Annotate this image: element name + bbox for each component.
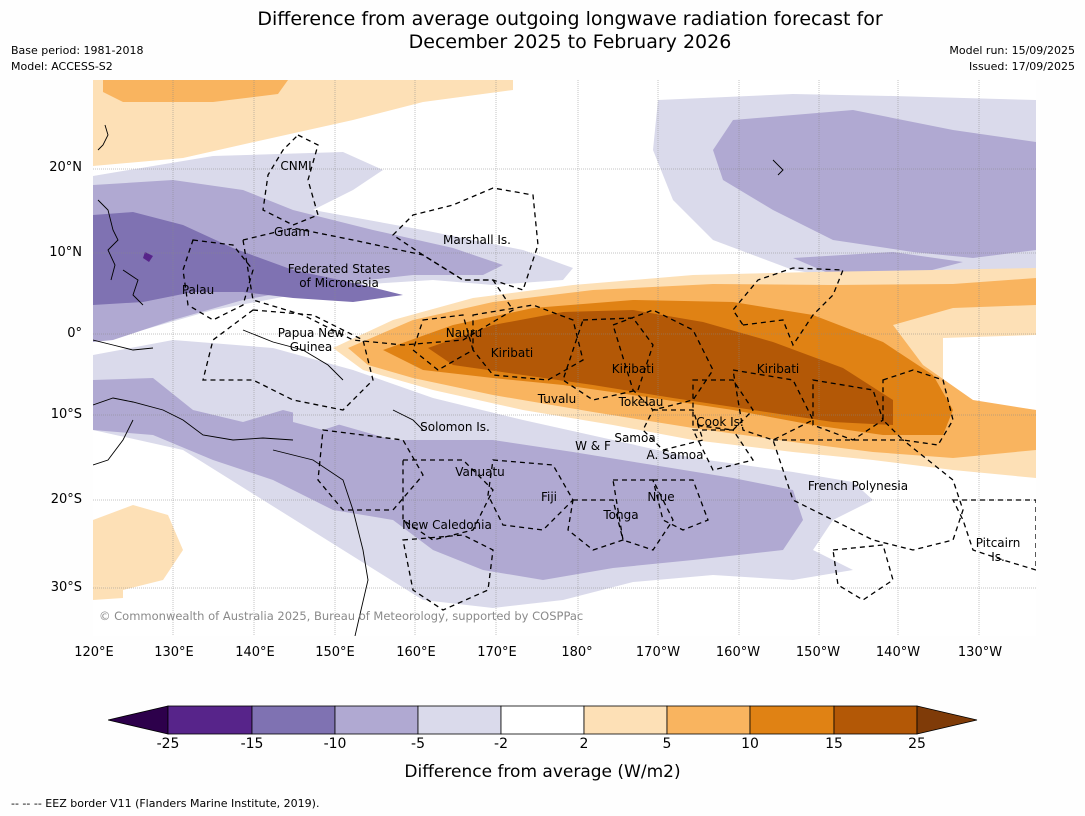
place-frpoly: French Polynesia bbox=[807, 479, 909, 493]
place-kiribati-central: Kiribati bbox=[611, 362, 655, 376]
colorbar-over-extension bbox=[916, 705, 978, 735]
lat-label-30s: 30°S bbox=[50, 580, 82, 595]
colorbar-tick-9: 15 bbox=[825, 736, 843, 752]
colorbar-bin-2 bbox=[251, 705, 336, 735]
lon-label-140w: 140°W bbox=[875, 645, 921, 660]
colorbar-bin-3 bbox=[334, 705, 419, 735]
place-niue: Niue bbox=[647, 490, 675, 504]
lon-label-170w: 170°W bbox=[635, 645, 681, 660]
anomaly-region-light-purple-northeast bbox=[713, 110, 1036, 258]
title-line-2: December 2025 to February 2026 bbox=[408, 31, 732, 53]
place-cnmi: CNMI bbox=[280, 159, 312, 173]
place-tokelau: Tokelau bbox=[618, 395, 664, 409]
colorbar-bin-8 bbox=[749, 705, 835, 735]
title-line-1: Difference from average outgoing longwav… bbox=[257, 8, 883, 30]
meta-right: Model run: 15/09/2025 Issued: 17/09/2025 bbox=[949, 43, 1075, 75]
lon-label-150w: 150°W bbox=[795, 645, 841, 660]
anomaly-region-light-purple-south bbox=[93, 378, 803, 580]
colorbar-tick-5: -2 bbox=[494, 736, 508, 752]
lon-label-170e: 170°E bbox=[477, 645, 517, 660]
colorbar-tick-7: 5 bbox=[662, 736, 672, 752]
lon-label-160w: 160°W bbox=[715, 645, 761, 660]
graticule bbox=[93, 80, 1036, 636]
lon-label-160e: 160°E bbox=[396, 645, 436, 660]
colorbar-bin-4 bbox=[417, 705, 502, 735]
eez-borders bbox=[182, 134, 1036, 611]
colorbar-under-extension bbox=[108, 705, 169, 735]
place-wf: W & F bbox=[575, 439, 611, 453]
place-tonga: Tonga bbox=[603, 508, 639, 522]
place-nauru: Nauru bbox=[445, 326, 483, 340]
place-kiribati-east: Kiribati bbox=[756, 362, 800, 376]
map-svg bbox=[93, 80, 1036, 636]
anomaly-region-orange-north bbox=[103, 80, 288, 102]
place-fsm: Federated States of Micronesia bbox=[288, 262, 390, 290]
colorbar-bin-7 bbox=[666, 705, 751, 735]
place-vanuatu: Vanuatu bbox=[455, 465, 505, 479]
issued-date: Issued: 17/09/2025 bbox=[968, 60, 1075, 73]
anomaly-region-mid-purple-west bbox=[93, 212, 403, 305]
lon-label-150e: 150°E bbox=[315, 645, 355, 660]
colorbar bbox=[108, 705, 978, 735]
map-panel bbox=[93, 80, 1036, 636]
chart-title: Difference from average outgoing longwav… bbox=[0, 8, 1085, 54]
place-png-line1: Papua New bbox=[277, 326, 345, 340]
place-fiji: Fiji bbox=[540, 490, 558, 504]
model-name: Model: ACCESS-S2 bbox=[11, 60, 113, 73]
coastlines bbox=[93, 124, 784, 636]
place-samoa: Samoa bbox=[614, 431, 656, 445]
place-pitcairn: Pitcairn Is. bbox=[976, 536, 1021, 564]
model-run: Model run: 15/09/2025 bbox=[949, 44, 1075, 57]
colorbar-bin-1 bbox=[167, 705, 253, 735]
place-newcal: New Caledonia bbox=[402, 518, 492, 532]
place-cook: Cook Is. bbox=[696, 415, 744, 429]
place-fsm-line1: Federated States bbox=[287, 262, 391, 276]
place-tuvalu: Tuvalu bbox=[537, 392, 577, 406]
eez-footnote: -- -- -- EEZ border V11 (Flanders Marine… bbox=[11, 797, 320, 810]
lat-label-10n: 10°N bbox=[49, 245, 82, 260]
lon-label-140e: 140°E bbox=[235, 645, 275, 660]
colorbar-bin-9 bbox=[833, 705, 918, 735]
colorbar-tick-2: -15 bbox=[240, 736, 264, 752]
lat-label-10s: 10°S bbox=[50, 407, 82, 422]
colorbar-label: Difference from average (W/m2) bbox=[404, 762, 681, 782]
anomaly-region-deep-purple-spot bbox=[143, 252, 153, 262]
base-period: Base period: 1981-2018 bbox=[11, 44, 144, 57]
place-asamoa: A. Samoa bbox=[646, 448, 704, 462]
lat-label-20n: 20°N bbox=[49, 160, 82, 175]
copyright-notice: © Commonwealth of Australia 2025, Bureau… bbox=[99, 609, 584, 623]
lon-label-130e: 130°E bbox=[154, 645, 194, 660]
lon-label-180: 180° bbox=[561, 645, 593, 660]
place-marshall: Marshall Is. bbox=[443, 233, 511, 247]
colorbar-bin-6 bbox=[583, 705, 668, 735]
lon-label-130w: 130°W bbox=[957, 645, 1003, 660]
colorbar-tick-1: -25 bbox=[156, 736, 180, 752]
colorbar-tick-3: -10 bbox=[323, 736, 347, 752]
anomaly-region-peach-australia bbox=[93, 505, 183, 590]
colorbar-tick-4: -5 bbox=[411, 736, 425, 752]
place-png: Papua New Guinea bbox=[278, 326, 345, 354]
place-guam: Guam bbox=[274, 225, 310, 239]
place-png-line2: Guinea bbox=[289, 340, 333, 354]
meta-left: Base period: 1981-2018 Model: ACCESS-S2 bbox=[11, 43, 143, 75]
colorbar-bin-5 bbox=[500, 705, 585, 735]
colorbar-tick-6: 2 bbox=[579, 736, 589, 752]
lat-label-0: 0° bbox=[67, 326, 82, 341]
lat-label-20s: 20°S bbox=[50, 492, 82, 507]
place-fsm-line2: of Micronesia bbox=[299, 276, 379, 290]
colorbar-tick-8: 10 bbox=[741, 736, 759, 752]
place-pitcairn-line2: Is. bbox=[991, 550, 1005, 564]
place-pitcairn-line1: Pitcairn bbox=[975, 536, 1021, 550]
anomaly-region-light-purple-west bbox=[93, 180, 503, 342]
place-kiribati-west: Kiribati bbox=[490, 346, 534, 360]
colorbar-tick-10: 25 bbox=[908, 736, 926, 752]
lon-label-120e: 120°E bbox=[74, 645, 114, 660]
anomaly-region-peach-spot bbox=[93, 585, 123, 600]
anomaly-region-brown-equatorial bbox=[428, 310, 893, 425]
place-solomon: Solomon Is. bbox=[420, 420, 490, 434]
place-palau: Palau bbox=[181, 283, 215, 297]
